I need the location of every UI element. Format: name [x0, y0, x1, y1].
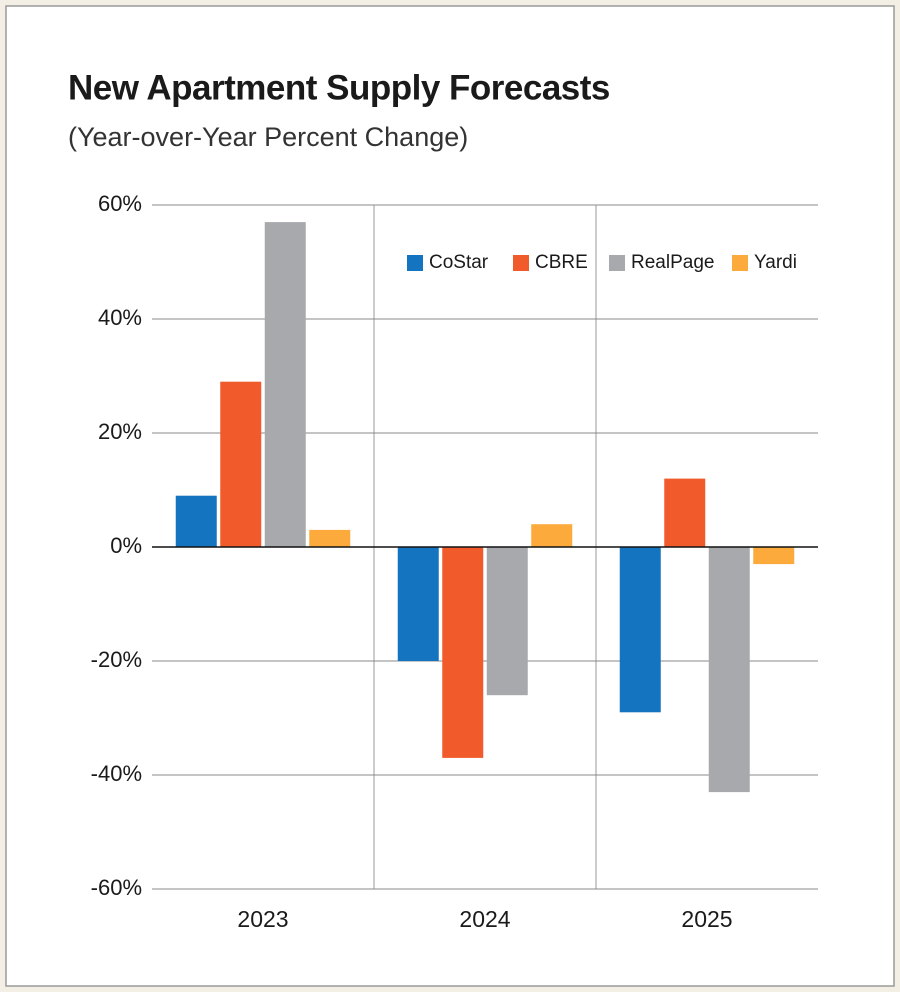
- chart-subtitle: (Year-over-Year Percent Change): [68, 122, 468, 152]
- legend-swatch: [609, 255, 625, 271]
- y-tick-label: 60%: [98, 191, 142, 216]
- bar: [486, 547, 528, 696]
- y-tick-label: 0%: [110, 533, 142, 558]
- panel: [5, 5, 895, 987]
- bar: [442, 547, 484, 758]
- bar: [664, 478, 706, 547]
- bar: [264, 222, 306, 547]
- legend-label: CBRE: [535, 252, 588, 273]
- bar: [309, 529, 351, 547]
- bar: [619, 547, 661, 713]
- bar: [397, 547, 439, 661]
- x-tick-label: 2023: [237, 906, 288, 932]
- bar: [708, 547, 750, 793]
- bar: [220, 381, 262, 547]
- bar: [753, 547, 795, 565]
- legend-swatch: [407, 255, 423, 271]
- legend-swatch: [732, 255, 748, 271]
- x-tick-label: 2025: [681, 906, 732, 932]
- y-tick-label: 40%: [98, 305, 142, 330]
- x-tick-label: 2024: [459, 906, 510, 932]
- legend-swatch: [513, 255, 529, 271]
- y-tick-label: -60%: [91, 875, 142, 900]
- y-tick-label: -40%: [91, 761, 142, 786]
- bar: [175, 495, 217, 547]
- legend-label: CoStar: [429, 252, 489, 273]
- bar: [531, 524, 573, 547]
- y-tick-label: 20%: [98, 419, 142, 444]
- legend-label: RealPage: [631, 252, 714, 273]
- y-tick-label: -20%: [91, 647, 142, 672]
- legend-label: Yardi: [754, 252, 797, 273]
- chart-title: New Apartment Supply Forecasts: [68, 68, 610, 107]
